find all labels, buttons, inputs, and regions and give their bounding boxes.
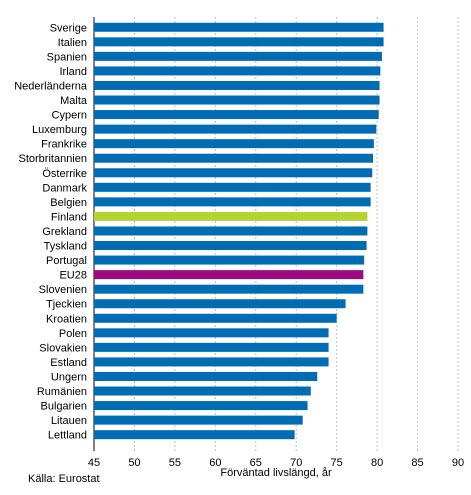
bar-slovakien xyxy=(94,342,329,352)
x-tick-label: 45 xyxy=(88,457,100,469)
bar-tjeckien xyxy=(94,299,346,309)
x-tick-label: 80 xyxy=(371,457,383,469)
category-label: Grekland xyxy=(42,226,87,238)
bar-tyskland xyxy=(94,241,367,251)
bar-grekland xyxy=(94,226,368,236)
bar-nederländerna xyxy=(94,80,380,90)
category-label: Estland xyxy=(50,357,87,369)
bar-cypern xyxy=(94,110,379,120)
x-tick-labels: 45 50 55 60 65 70 75 80 85 90 xyxy=(88,457,464,469)
category-label: Ungern xyxy=(51,371,87,383)
category-labels: Sverige Italien Spanien Irland Nederländerna… xyxy=(14,22,88,441)
bar-storbritannien xyxy=(94,153,374,163)
x-tick-label: 90 xyxy=(452,457,464,469)
bar-ungern xyxy=(94,371,318,381)
bar-danmark xyxy=(94,182,371,192)
category-label: Finland xyxy=(51,211,87,223)
category-label: Spanien xyxy=(47,51,87,63)
category-label: Sverige xyxy=(50,22,87,34)
category-label: Slovenien xyxy=(39,284,87,296)
bar-sverige xyxy=(94,22,384,32)
x-tick-label: 50 xyxy=(128,457,140,469)
bar-polen xyxy=(94,328,329,338)
category-label: Polen xyxy=(59,328,87,340)
category-label: Lettland xyxy=(48,430,87,442)
x-tick-label: 60 xyxy=(209,457,221,469)
x-tick-label: 55 xyxy=(169,457,181,469)
bar-eu28 xyxy=(94,270,364,280)
bar-rumänien xyxy=(94,386,311,396)
bar-italien xyxy=(94,37,384,47)
category-label: Litauen xyxy=(51,415,87,427)
bar-estland xyxy=(94,357,329,367)
category-label: Frankrike xyxy=(41,139,87,151)
bar-belgien xyxy=(94,197,371,207)
category-label: Kroatien xyxy=(46,313,87,325)
x-tick-label: 75 xyxy=(331,457,343,469)
category-label: Danmark xyxy=(42,182,87,194)
bar-spanien xyxy=(94,51,382,61)
x-tick-label: 65 xyxy=(250,457,262,469)
bar-portugal xyxy=(94,255,365,265)
category-label: Nederländerna xyxy=(14,80,88,92)
x-tick-label: 85 xyxy=(411,457,423,469)
category-label: Italien xyxy=(58,37,87,49)
bar-finland xyxy=(94,211,368,221)
bar-kroatien xyxy=(94,313,337,323)
bar-luxemburg xyxy=(94,124,377,134)
category-label: Portugal xyxy=(46,255,87,267)
bar-lettland xyxy=(94,430,295,440)
bar-malta xyxy=(94,95,380,105)
category-label: Slovakien xyxy=(39,342,87,354)
category-label: Tjeckien xyxy=(46,299,87,311)
bar-bulgarien xyxy=(94,401,308,411)
x-axis-label: Förväntad livslängd, år xyxy=(220,467,332,479)
bar-österrike xyxy=(94,168,373,178)
bars-group xyxy=(94,22,384,440)
category-label: Cypern xyxy=(52,110,87,122)
source-note: Källa: Eurostat xyxy=(28,473,100,485)
bar-irland xyxy=(94,66,381,76)
bar-frankrike xyxy=(94,139,374,149)
category-label: Rumänien xyxy=(37,386,87,398)
category-label: Storbritannien xyxy=(19,153,88,165)
category-label: Luxemburg xyxy=(32,124,87,136)
category-label: Belgien xyxy=(50,197,87,209)
category-label: Malta xyxy=(60,95,88,107)
category-label: Tyskland xyxy=(44,241,87,253)
category-label: Österrike xyxy=(42,168,87,180)
bar-litauen xyxy=(94,415,303,425)
x-tick-label: 70 xyxy=(290,457,302,469)
category-label: EU28 xyxy=(59,270,87,282)
bar-slovenien xyxy=(94,284,364,294)
category-label: Bulgarien xyxy=(41,401,87,413)
category-label: Irland xyxy=(59,66,87,78)
